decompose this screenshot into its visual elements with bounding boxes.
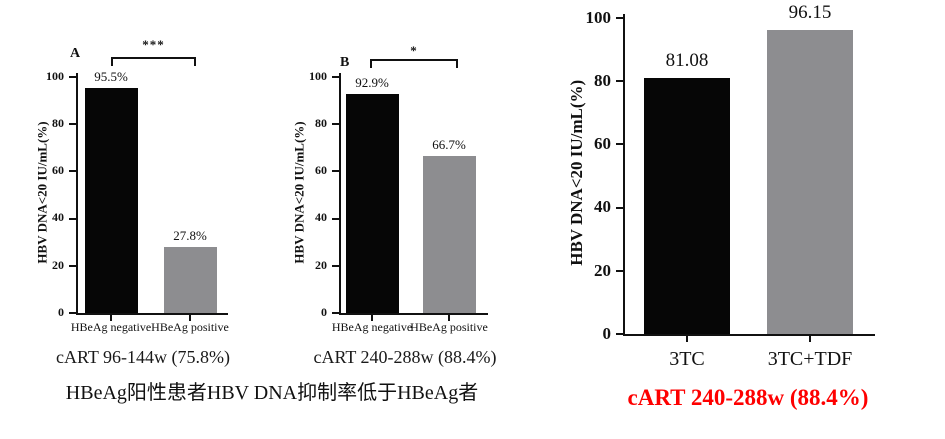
y-tick [69, 264, 76, 267]
x-tick [110, 315, 112, 321]
y-tick [332, 264, 339, 267]
y-tick [616, 17, 623, 19]
bracket-end-right [194, 57, 196, 66]
x-axis [76, 313, 228, 315]
y-tick-label: 60 [315, 163, 327, 178]
y-tick-label: 40 [315, 210, 327, 225]
y-tick-label: 80 [594, 71, 611, 90]
y-tick-label: 100 [309, 68, 327, 83]
y-axis [76, 73, 78, 313]
y-tick [69, 217, 76, 220]
bar-3tc [644, 77, 730, 334]
x-tick [448, 315, 450, 321]
x-tick [371, 315, 373, 321]
bar-hbeag-negative [84, 87, 138, 313]
y-tick [332, 217, 339, 220]
y-tick-label: 80 [52, 116, 64, 130]
significance-stars: * [410, 43, 418, 58]
y-tick [616, 143, 623, 146]
value-label-hbeag-negative: 95.5% [94, 68, 128, 84]
y-tick-label: 100 [585, 7, 612, 27]
panel-label: A [70, 46, 81, 61]
panel-label: B [340, 55, 350, 70]
figure-bottom-caption: HBeAg阳性患者HBV DNA抑制率低于HBeAg者 [65, 382, 479, 404]
y-axis-label: HBV DNA<20 IU/mL(%) [291, 121, 307, 264]
y-tick-label: 60 [52, 163, 64, 178]
y-tick-label: 100 [46, 68, 64, 83]
y-axis-label: HBV DNA<20 IU/mL(%) [567, 80, 587, 267]
category-label-hbeag-positive: HBeAg positive [151, 320, 229, 334]
y-tick-label: 80 [315, 116, 327, 130]
bracket-end-left [370, 59, 372, 68]
category-label-hbeag-positive: HBeAg positive [410, 320, 488, 334]
bracket-end-left [111, 57, 113, 66]
category-label-3tc: 3TC [669, 348, 705, 370]
y-tick [69, 170, 76, 173]
value-label-hbeag-positive: 27.8% [173, 228, 207, 244]
y-tick [332, 123, 339, 126]
x-tick [189, 315, 191, 321]
y-tick [332, 170, 339, 173]
chart-caption-A: cART 96-144w (75.8%) [55, 347, 231, 367]
x-axis [623, 334, 875, 336]
y-tick [69, 312, 76, 314]
significance-bracket [370, 59, 458, 61]
category-label-hbeag-negative: HBeAg negative [70, 320, 152, 334]
y-tick-label: 40 [594, 197, 611, 217]
y-tick [332, 76, 339, 78]
value-label-hbeag-positive: 66.7% [432, 136, 466, 152]
x-tick [809, 336, 811, 342]
x-axis [339, 313, 488, 315]
y-tick-label: 40 [52, 210, 64, 225]
value-label-hbeag-negative: 92.9% [355, 74, 389, 90]
bar-hbeag-positive [163, 247, 217, 313]
y-tick-label: 20 [315, 257, 327, 272]
x-tick [686, 336, 688, 342]
y-tick [616, 80, 623, 83]
y-axis [339, 73, 341, 313]
value-label-3tc-tdf: 96.15 [788, 2, 832, 24]
significance-stars: *** [142, 37, 165, 52]
y-tick-label: 0 [602, 323, 612, 343]
y-tick [69, 76, 76, 78]
y-tick [69, 123, 76, 126]
y-axis [623, 14, 625, 334]
bar-3tc-tdf [767, 30, 853, 334]
category-label-3tc-tdf: 3TC+TDF [767, 348, 853, 370]
chart-caption-B: cART 240-288w (88.4%) [313, 347, 497, 367]
y-tick-label: 20 [52, 257, 64, 272]
value-label-3tc: 81.08 [665, 49, 709, 71]
y-axis-label: HBV DNA<20 IU/mL(%) [34, 121, 50, 264]
y-tick-label: 60 [594, 134, 611, 154]
y-tick-label: 0 [321, 304, 327, 319]
y-tick [616, 206, 623, 209]
bracket-end-right [456, 59, 458, 68]
y-tick-label: 0 [58, 304, 64, 319]
y-tick [332, 312, 339, 314]
significance-bracket [111, 57, 196, 59]
bar-hbeag-negative [345, 93, 399, 313]
category-label-hbeag-negative: HBeAg negative [331, 320, 413, 334]
y-tick-label: 20 [594, 260, 611, 280]
y-tick [616, 269, 623, 272]
y-tick [616, 333, 623, 335]
chart-caption-C: cART 240-288w (88.4%) [627, 385, 869, 410]
bar-hbeag-positive [422, 155, 476, 313]
